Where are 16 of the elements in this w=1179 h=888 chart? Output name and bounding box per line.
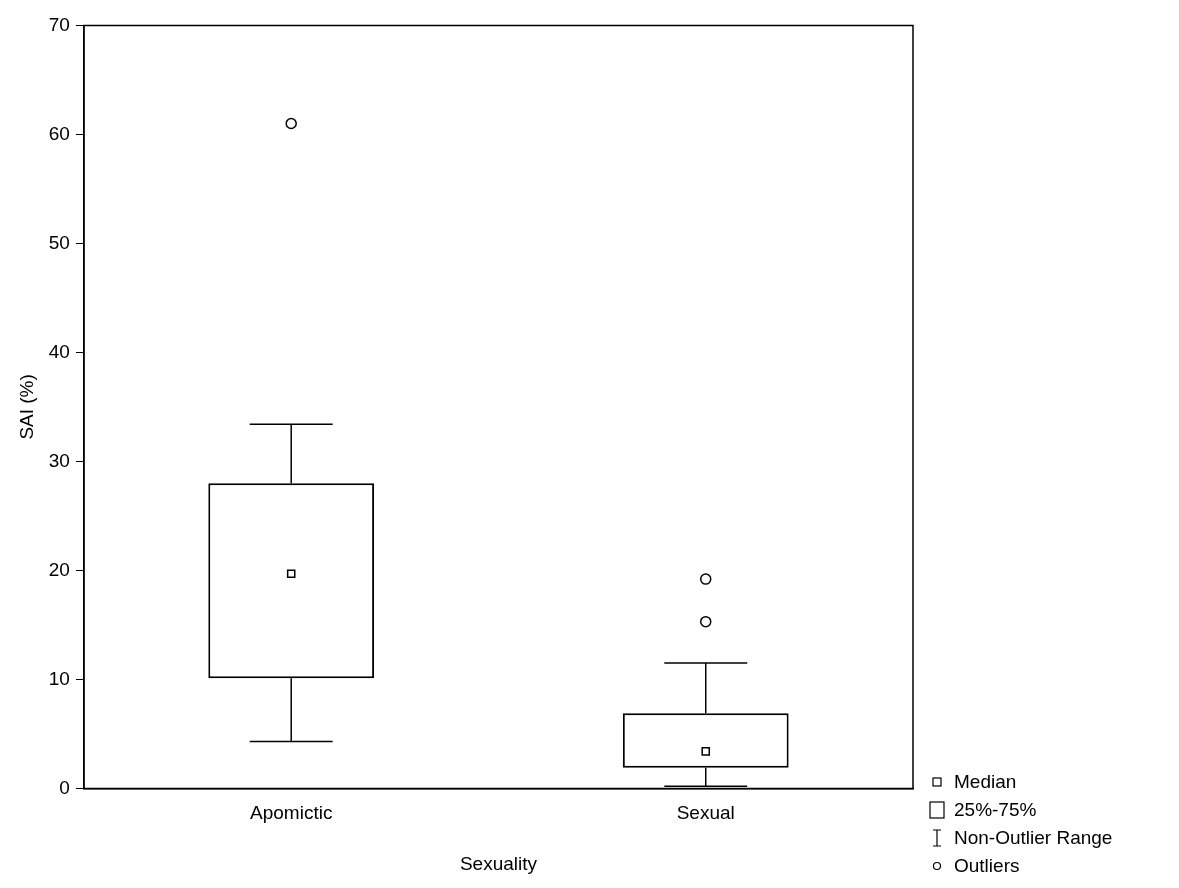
y-tick-label: 50 <box>48 231 70 253</box>
y-tick-label: 10 <box>48 667 70 689</box>
y-tick-label: 40 <box>48 340 70 362</box>
text: Outliers <box>954 855 1020 877</box>
x-tick-label: Sexual <box>676 802 735 824</box>
y-tick-label: 60 <box>48 122 70 144</box>
text: Non-Outlier Range <box>954 827 1113 849</box>
text: Median <box>954 771 1017 793</box>
y-tick-label: 20 <box>48 558 70 580</box>
y-tick-label: 70 <box>48 13 70 35</box>
y-tick-label: 0 <box>59 776 70 798</box>
text: 25%-75% <box>954 799 1037 821</box>
x-axis-title: Sexuality <box>459 852 538 874</box>
y-axis-title: SAI (%) <box>15 374 37 440</box>
y-tick-label: 30 <box>48 449 70 471</box>
x-tick-label: Apomictic <box>250 802 333 824</box>
